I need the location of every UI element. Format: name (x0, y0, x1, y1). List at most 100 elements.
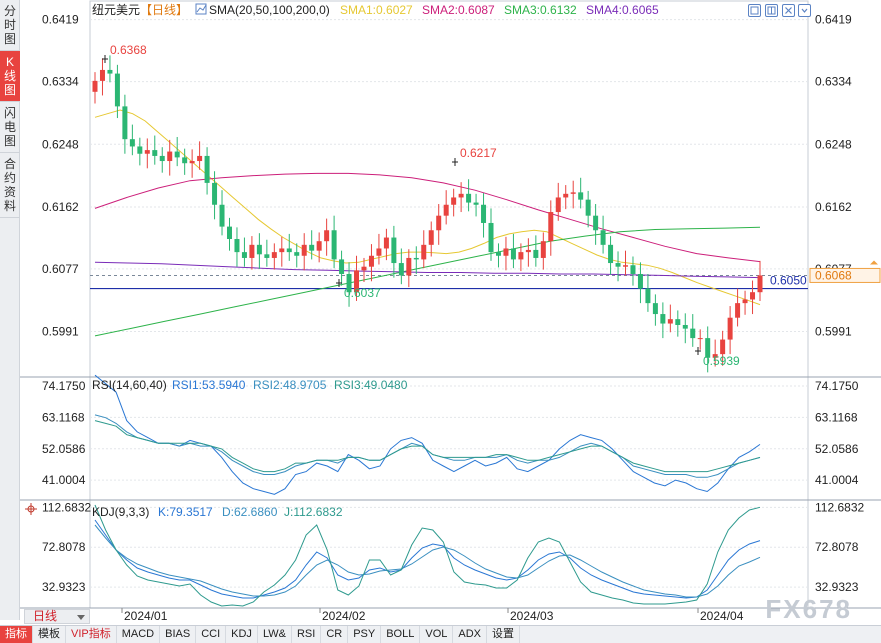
period-select-label: 日线 (33, 609, 58, 623)
candle-body (667, 319, 673, 324)
toolbar-item-1[interactable]: 模板 (33, 625, 66, 643)
maximize-window-icon[interactable] (748, 4, 761, 17)
toolbar-item-11[interactable]: BOLL (381, 625, 421, 643)
toolbar-item-2[interactable]: VIP指标 (66, 625, 117, 643)
candle-body (637, 273, 643, 289)
candle-body (204, 155, 210, 183)
candle-body (167, 151, 173, 162)
toolbar-item-13[interactable]: ADX (453, 625, 487, 643)
toolbar-item-5[interactable]: CCI (196, 625, 227, 643)
current-price-box (809, 267, 881, 283)
candle-body (533, 249, 539, 258)
period-select[interactable]: 日线 (24, 609, 90, 624)
rsi-tick-right: 52.0586 (815, 442, 859, 456)
toolbar-item-4[interactable]: BIAS (160, 625, 197, 643)
side-tab-char: 资 (3, 185, 16, 199)
candle-body (675, 319, 681, 325)
candle-body (652, 303, 658, 315)
price-annotation: 0.5939 (703, 354, 740, 368)
candle-body (226, 226, 232, 240)
candle-body (182, 157, 188, 164)
candle-body (152, 150, 158, 156)
split-window-icon[interactable] (765, 4, 778, 17)
kdj-indicator-name: KDJ(9,3,3) (92, 505, 149, 519)
candle-body (324, 230, 330, 242)
candle-body (466, 193, 472, 203)
kdj-j-value: J:112.6832 (284, 505, 343, 519)
price-tick-left: 0.6248 (42, 137, 79, 151)
candle-body (301, 244, 307, 256)
candle-body (368, 255, 374, 267)
side-tab-char: K (5, 55, 14, 69)
sma3-value: SMA3:0.6132 (504, 3, 577, 17)
watermark: FX678 (765, 594, 852, 624)
kdj-line-2 (94, 524, 761, 598)
candle-body (630, 265, 636, 274)
candle-body (690, 328, 696, 339)
candle-body (563, 193, 569, 198)
sma-line-3 (94, 226, 761, 337)
candle-body (234, 239, 240, 253)
price-tick-left: 0.5991 (42, 325, 79, 339)
period-label: 【日线】 (140, 3, 188, 17)
rsi-tick-right: 63.1168 (815, 410, 858, 424)
candle-body (376, 248, 382, 256)
candle-body (249, 244, 255, 258)
support-line-label: 0.6050 (770, 274, 807, 288)
candle-body (593, 215, 599, 231)
rsi3-value: RSI3:49.0480 (334, 378, 408, 392)
toolbar-item-9[interactable]: CR (321, 625, 349, 643)
toolbar-item-8[interactable]: RSI (292, 625, 322, 643)
rsi1-value: RSI1:53.5940 (172, 378, 246, 392)
candle-body (481, 204, 487, 223)
sma1-value: SMA1:0.6027 (340, 3, 413, 17)
price-tick-right: 0.6162 (815, 200, 852, 214)
close-icon[interactable] (782, 4, 795, 17)
toolbar-item-10[interactable]: PSY (348, 625, 382, 643)
candle-body (99, 69, 105, 81)
rsi-tick-left: 41.0004 (42, 473, 86, 487)
candle-body (256, 244, 262, 255)
candle-body (92, 80, 98, 92)
price-annotation: 0.6037 (344, 286, 381, 300)
toolbar-item-3[interactable]: MACD (117, 625, 161, 643)
toolbar-item-6[interactable]: KDJ (226, 625, 258, 643)
expand-icon[interactable] (798, 4, 811, 17)
price-annotation: 0.6368 (110, 43, 147, 57)
side-tab-3[interactable]: 合约资料 (0, 153, 20, 218)
candle-body (339, 259, 345, 274)
candle-body (421, 244, 427, 260)
candle-body (443, 204, 449, 216)
kdj-tick-left: 32.9323 (42, 580, 86, 594)
x-tick-label: 2024/03 (510, 609, 554, 623)
instrument-name: 纽元美元 (92, 3, 140, 17)
side-tab-0[interactable]: 分时图 (0, 0, 20, 51)
price-tick-right: 0.6419 (815, 13, 852, 27)
candle-body (122, 106, 128, 140)
kdj-line-1 (94, 519, 761, 599)
candle-body (757, 275, 763, 293)
toolbar-item-7[interactable]: LW& (258, 625, 292, 643)
rsi-tick-left: 52.0586 (42, 442, 86, 456)
candle-body (495, 252, 501, 256)
price-annotation: 0.6217 (460, 146, 497, 160)
candle-body (720, 339, 726, 355)
toolbar-item-12[interactable]: VOL (420, 625, 454, 643)
sma2-value: SMA2:0.6087 (422, 3, 495, 17)
sma-line-2 (94, 172, 761, 263)
price-tick-right: 0.6248 (815, 137, 852, 151)
current-price-marker-icon (870, 260, 878, 265)
candle-body (271, 252, 277, 258)
toolbar-item-0[interactable]: 指标 (0, 625, 33, 643)
side-tab-char: 约 (3, 171, 16, 185)
candle-body (391, 237, 397, 264)
toolbar-item-14[interactable]: 设置 (487, 625, 520, 643)
side-tab-2[interactable]: 闪电图 (0, 102, 20, 153)
side-tab-char: 合 (3, 157, 16, 171)
candle-body (615, 263, 621, 267)
kdj-tick-right: 72.8078 (815, 540, 859, 554)
indicator-toolbar: 指标 模板 VIP指标 MACD BIAS CCI KDJ LW& RSI CR PSY BOLL VO… (0, 625, 881, 643)
indicator-name: SMA(20,50,100,200,0) (209, 3, 330, 17)
candle-body (645, 288, 651, 304)
